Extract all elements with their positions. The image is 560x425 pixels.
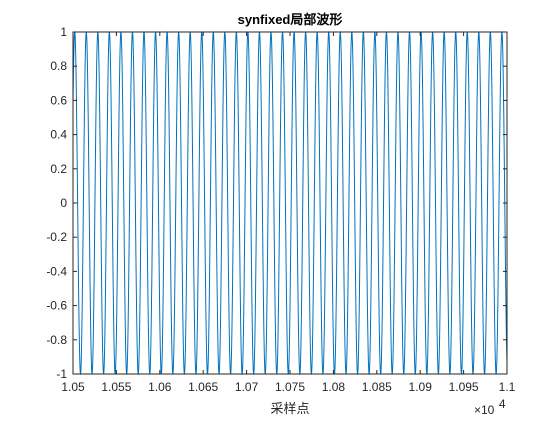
y-tick-label: -0.8 (46, 333, 67, 347)
y-tick-label: 0.4 (50, 128, 67, 142)
x-tick-label: 1.08 (322, 380, 346, 394)
x-tick-label: 1.05 (61, 380, 85, 394)
x-tick-label: 1.07 (235, 380, 259, 394)
x-tick-label: 1.06 (148, 380, 172, 394)
x-tick-label: 1.09 (409, 380, 433, 394)
x-axis-label: 采样点 (270, 402, 309, 417)
x-axis-multiplier-exponent: 4 (499, 397, 506, 411)
axes-box (72, 31, 508, 375)
y-tick-label: -0.4 (46, 264, 67, 278)
y-tick-label: 1 (60, 25, 67, 39)
y-tick-label: 0 (60, 196, 67, 210)
y-tick-label: -0.2 (46, 230, 67, 244)
x-tick-label: 1.085 (362, 380, 392, 394)
y-tick-label: 0.2 (50, 162, 67, 176)
y-tick-label: -1 (56, 367, 67, 381)
x-tick-label: 1.095 (449, 380, 479, 394)
chart-title: synfixed局部波形 (238, 12, 343, 27)
y-tick-label: 0.6 (50, 93, 67, 107)
x-tick-label: 1.055 (101, 380, 131, 394)
y-axis-ticks: 1 0.8 0.6 0.4 0.2 0 -0.2 -0.4 -0.6 -0.8 -1 (46, 25, 507, 381)
x-tick-label: 1.075 (275, 380, 305, 394)
x-tick-label: 1.1 (499, 380, 516, 394)
x-tick-label: 1.065 (188, 380, 218, 394)
y-tick-label: 0.8 (50, 59, 67, 73)
series-layer (72, 30, 508, 376)
x-axis-multiplier: ×10 4 (474, 397, 506, 418)
x-axis-multiplier-base: ×10 (474, 403, 495, 417)
x-axis-ticks: 1.05 1.055 1.06 1.065 1.07 1.075 1.08 1.085 1.09… (61, 32, 516, 394)
series-line (72, 30, 508, 376)
y-tick-label: -0.6 (46, 299, 67, 313)
